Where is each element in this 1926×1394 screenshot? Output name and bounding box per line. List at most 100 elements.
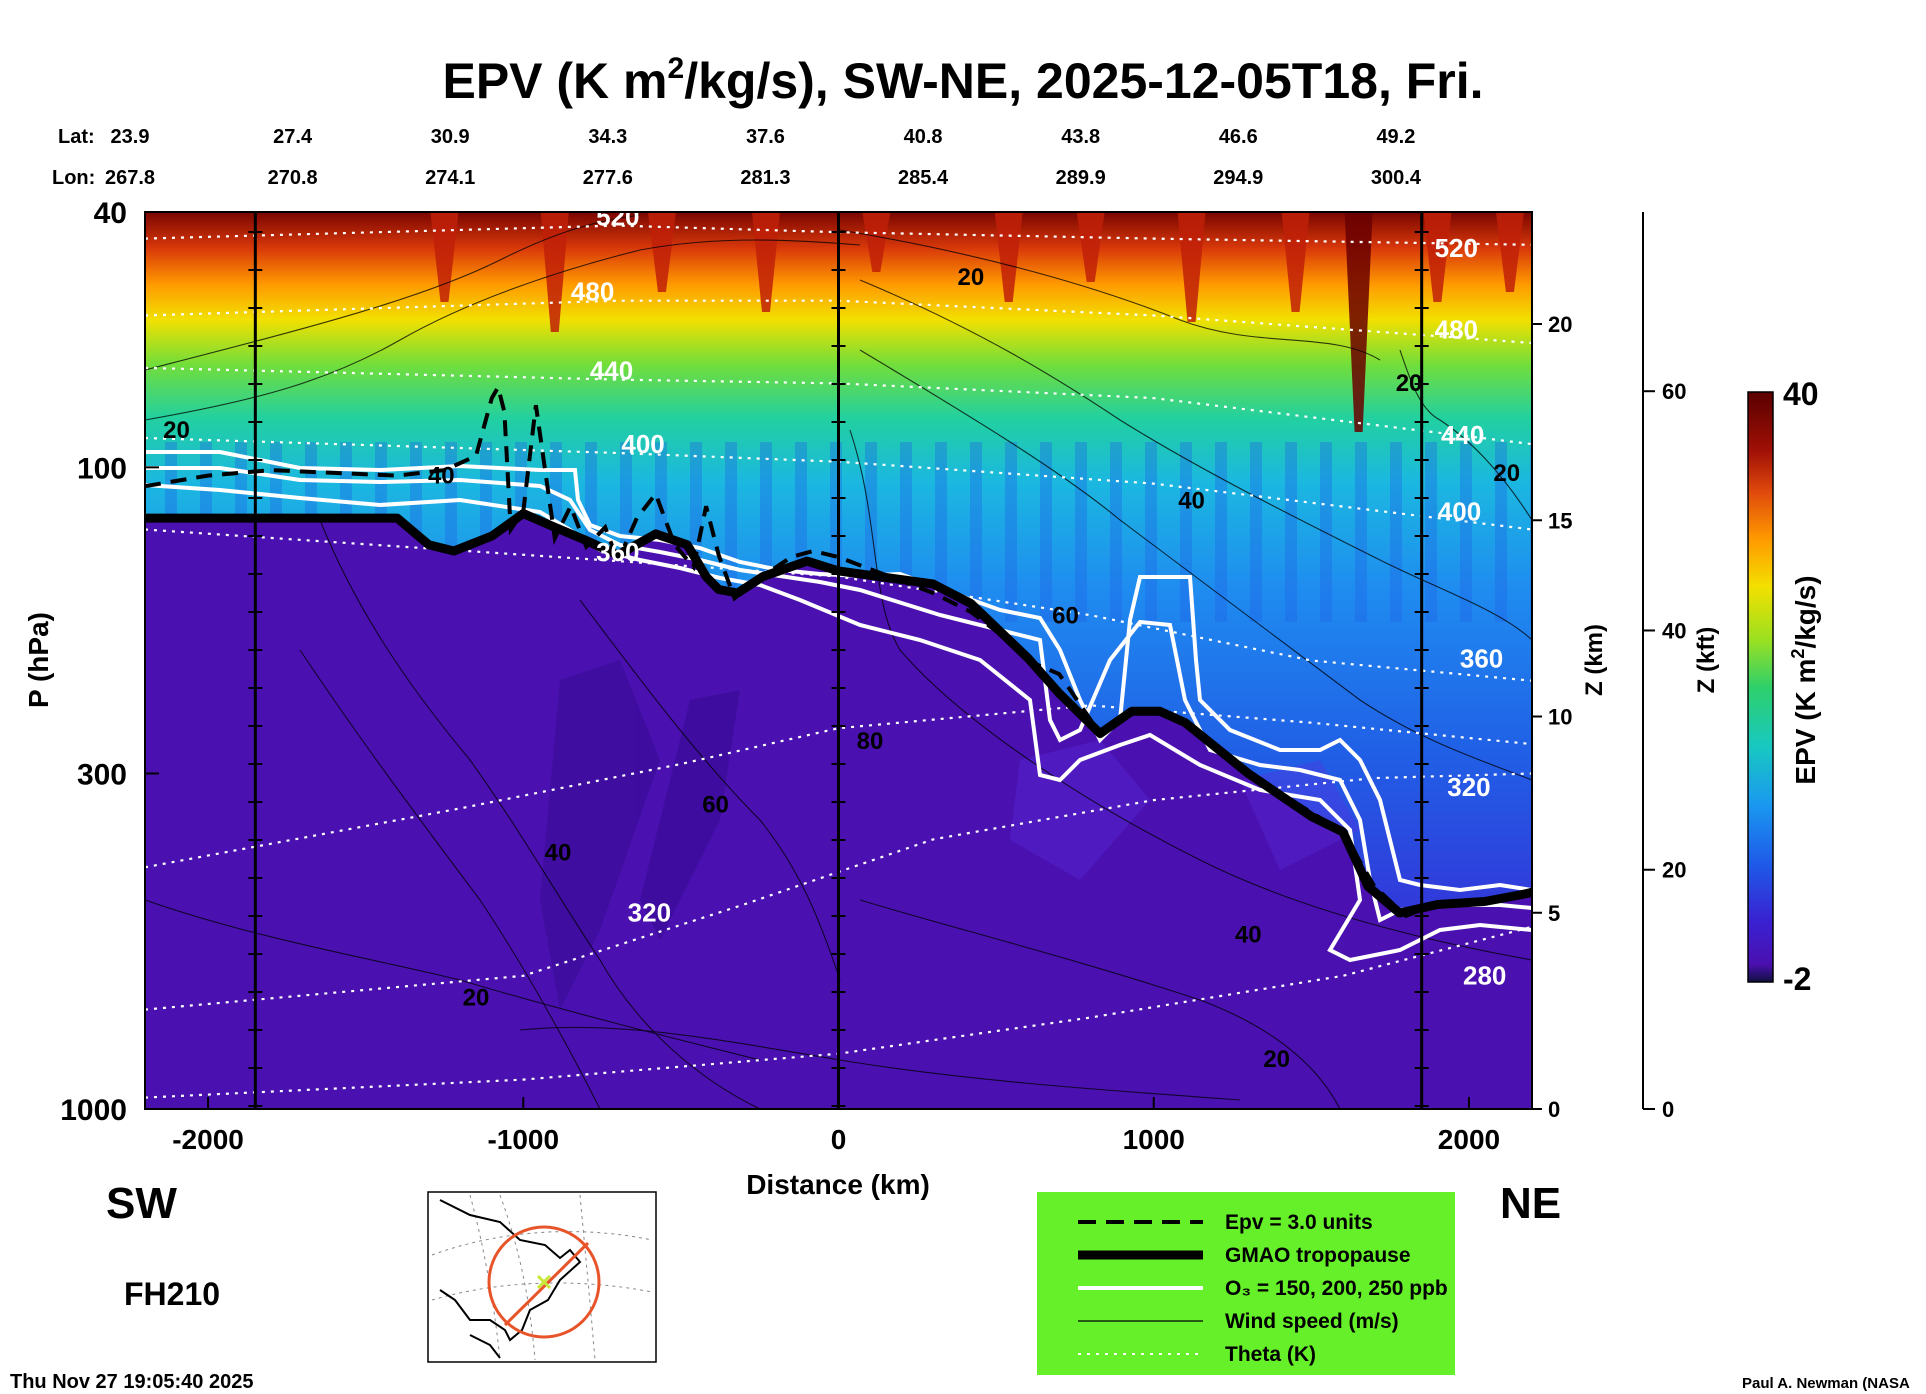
x-axis: -2000 -1000 0 1000 2000: [172, 1097, 1500, 1155]
theta-label: 280: [1463, 961, 1506, 991]
theta-line: [145, 772, 1532, 1011]
epv-streak: [970, 442, 982, 622]
theta-label: 400: [1438, 496, 1481, 526]
map-range-circle: [487, 1225, 601, 1339]
epv-streak: [1110, 442, 1122, 622]
legend-items: Epv = 3.0 units GMAO tropopause O₃ = 150, …: [1078, 1211, 1448, 1366]
theta-label: 320: [1447, 772, 1490, 802]
x-tick-label: 0: [831, 1124, 847, 1155]
lat-value: 23.9: [111, 126, 150, 148]
epv-streak: [647, 212, 676, 292]
z-km-axis-label: Z (km): [1581, 624, 1608, 696]
y-axis-label: P (hPa): [23, 612, 54, 708]
lat-value: 49.2: [1376, 126, 1415, 148]
theta-label: 440: [1441, 420, 1484, 450]
forecast-hour-label: FH210: [124, 1276, 220, 1312]
legend-label: Wind speed (m/s): [1225, 1310, 1399, 1333]
lon-value: 294.9: [1213, 167, 1263, 189]
x-tick-label: 2000: [1438, 1124, 1500, 1155]
z-kft-axis-label: Z (kft): [1693, 627, 1720, 694]
theta-label: 480: [1435, 315, 1478, 345]
x-tick-label: -2000: [172, 1124, 244, 1155]
lat-value: 34.3: [588, 126, 627, 148]
wind-label: 20: [463, 985, 490, 1012]
wind-label: 20: [1263, 1046, 1290, 1073]
ne-label: NE: [1500, 1179, 1561, 1228]
z-km-tick-label: 10: [1548, 705, 1572, 730]
epv-streak: [935, 442, 947, 622]
epv-streak: [1423, 212, 1452, 302]
wind-label: 20: [1493, 460, 1520, 487]
z-km-tick-label: 20: [1548, 312, 1572, 337]
wind-label: 40: [428, 463, 455, 490]
lat-value: 46.6: [1219, 126, 1258, 148]
theta-label: 320: [628, 897, 671, 927]
z-kft-tick-label: 0: [1662, 1097, 1674, 1122]
epv-streak: [1005, 442, 1017, 622]
epv-streak: [1355, 442, 1367, 622]
epv-streak: [1040, 442, 1052, 622]
y-tick-label: 40: [94, 197, 127, 230]
theta-line: [145, 925, 1532, 1099]
legend: Epv = 3.0 units GMAO tropopause O₃ = 150, …: [1037, 1192, 1455, 1375]
epv-streak: [1495, 212, 1524, 292]
lon-value: 300.4: [1371, 167, 1422, 189]
legend-label: O₃ = 150, 200, 250 ppb: [1225, 1277, 1448, 1300]
lon-value: 274.1: [425, 167, 475, 189]
theta-line: [145, 704, 1532, 869]
epv-streak: [862, 212, 891, 272]
sw-label: SW: [106, 1179, 177, 1228]
lon-value: 277.6: [583, 167, 633, 189]
lon-value: 270.8: [268, 167, 318, 189]
epv-streak: [1250, 442, 1262, 622]
epv-streak: [1285, 442, 1297, 622]
wind-label: 40: [545, 840, 572, 867]
theta-label: 360: [596, 537, 639, 567]
colorbar-max-label: 40: [1783, 376, 1819, 412]
z-km-tick-label: 5: [1548, 901, 1560, 926]
wind-label: 60: [702, 791, 729, 818]
epv-streak: [1320, 442, 1332, 622]
epv-streak: [540, 212, 569, 332]
y-axis: 40 100 300 1000: [60, 197, 159, 1127]
plot-area: 520480440400360320520480440400360320280 …: [145, 212, 1532, 1109]
lat-value: 30.9: [431, 126, 470, 148]
z-kft-tick-label: 60: [1662, 379, 1686, 404]
epv-streak: [1344, 212, 1373, 432]
lon-value: 285.4: [898, 167, 949, 189]
epv-streak: [430, 212, 459, 302]
x-tick-label: -1000: [487, 1124, 559, 1155]
x-tick-label: 1000: [1123, 1124, 1185, 1155]
colorbar-label: EPV (K m2/kg/s): [1788, 575, 1821, 784]
map-coastline: [439, 1199, 582, 1359]
z-km-tick-label: 15: [1548, 508, 1572, 533]
colorbar: [1747, 391, 1774, 983]
wind-labels: 20 40 20 40 60 80 60 40 20 40 20 20 20: [163, 264, 1520, 1073]
theta-label: 480: [571, 277, 614, 307]
lat-value: 40.8: [904, 126, 943, 148]
theta-label: 360: [1460, 643, 1503, 673]
timestamp: Thu Nov 27 19:05:40 2025: [10, 1371, 253, 1393]
epv-streak: [1076, 212, 1105, 282]
wind-label: 40: [1178, 488, 1205, 515]
wind-label: 60: [1052, 602, 1079, 629]
lon-value: 289.9: [1056, 167, 1106, 189]
x-axis-label: Distance (km): [746, 1169, 930, 1200]
epv-streak: [1215, 442, 1227, 622]
epv-streak: [1425, 442, 1437, 622]
wind-label: 20: [958, 264, 985, 291]
z-km-tick-label: 0: [1548, 1097, 1560, 1122]
theta-label: 400: [621, 429, 664, 459]
lat-value: 27.4: [273, 126, 313, 148]
lon-value: 281.3: [740, 167, 790, 189]
theta-label: 520: [1435, 233, 1478, 263]
legend-label: GMAO tropopause: [1225, 1244, 1411, 1267]
low-pv-shading: [540, 660, 1360, 1010]
vertical-section-lines: [248, 212, 1429, 1109]
z-km-axis: 20 15 10 5 0: [1532, 312, 1572, 1122]
legend-label: Theta (K): [1225, 1343, 1316, 1366]
lon-header-label: Lon:: [52, 167, 95, 189]
lat-header-label: Lat:: [58, 126, 95, 148]
lat-lon-row: 23.9 267.8 27.4 270.8 30.9 274.1 34.3 277.6 37.6…: [105, 126, 1422, 189]
